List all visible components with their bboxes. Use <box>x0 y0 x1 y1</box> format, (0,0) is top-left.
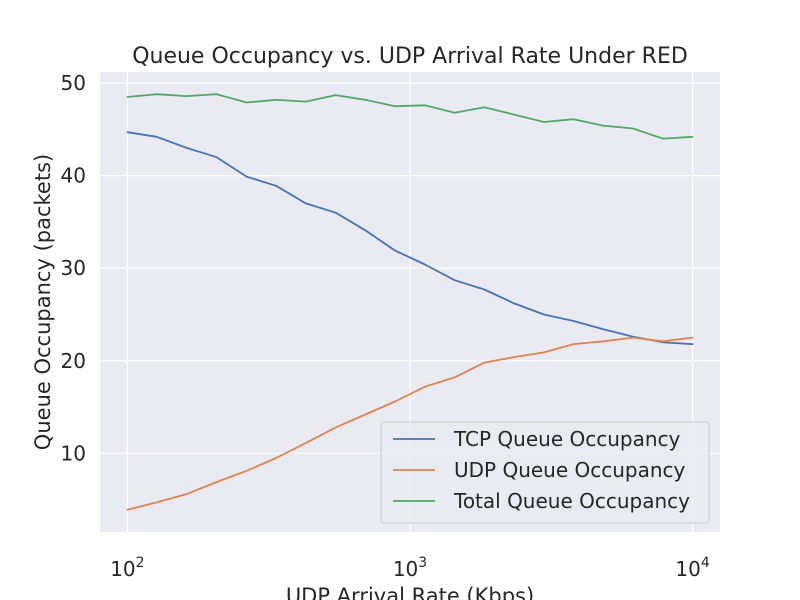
x-axis-label: UDP Arrival Rate (Kbps) <box>286 584 534 600</box>
legend-label-0: TCP Queue Occupancy <box>453 427 681 451</box>
legend-box <box>380 421 710 524</box>
y-tick-label-4: 50 <box>61 71 86 95</box>
y-tick-label-0: 10 <box>61 441 86 465</box>
y-tick-label-1: 20 <box>61 349 86 373</box>
x-tick-labels: 102 103 104 <box>110 555 710 581</box>
series-line-2 <box>126 93 694 140</box>
x-tick-label-1: 103 <box>393 555 427 581</box>
y-tick-label-3: 40 <box>61 164 86 188</box>
x-tick-label-0: 102 <box>110 555 144 581</box>
legend: TCP Queue Occupancy UDP Queue Occupancy To… <box>380 421 710 524</box>
series-line-1 <box>126 336 694 511</box>
grid <box>100 72 720 532</box>
legend-label-2: Total Queue Occupancy <box>453 489 690 513</box>
y-axis-label: Queue Occupancy (packets) <box>31 154 55 450</box>
x-tick-label-2: 104 <box>675 555 709 581</box>
y-tick-label-2: 30 <box>61 256 86 280</box>
chart-title: Queue Occupancy vs. UDP Arrival Rate Und… <box>132 44 688 69</box>
y-tick-labels: 10 20 30 40 50 <box>61 71 86 465</box>
series-lines <box>126 93 694 511</box>
legend-items: TCP Queue Occupancy UDP Queue Occupancy To… <box>393 427 690 513</box>
legend-label-1: UDP Queue Occupancy <box>454 458 686 482</box>
series-line-0 <box>126 131 694 346</box>
